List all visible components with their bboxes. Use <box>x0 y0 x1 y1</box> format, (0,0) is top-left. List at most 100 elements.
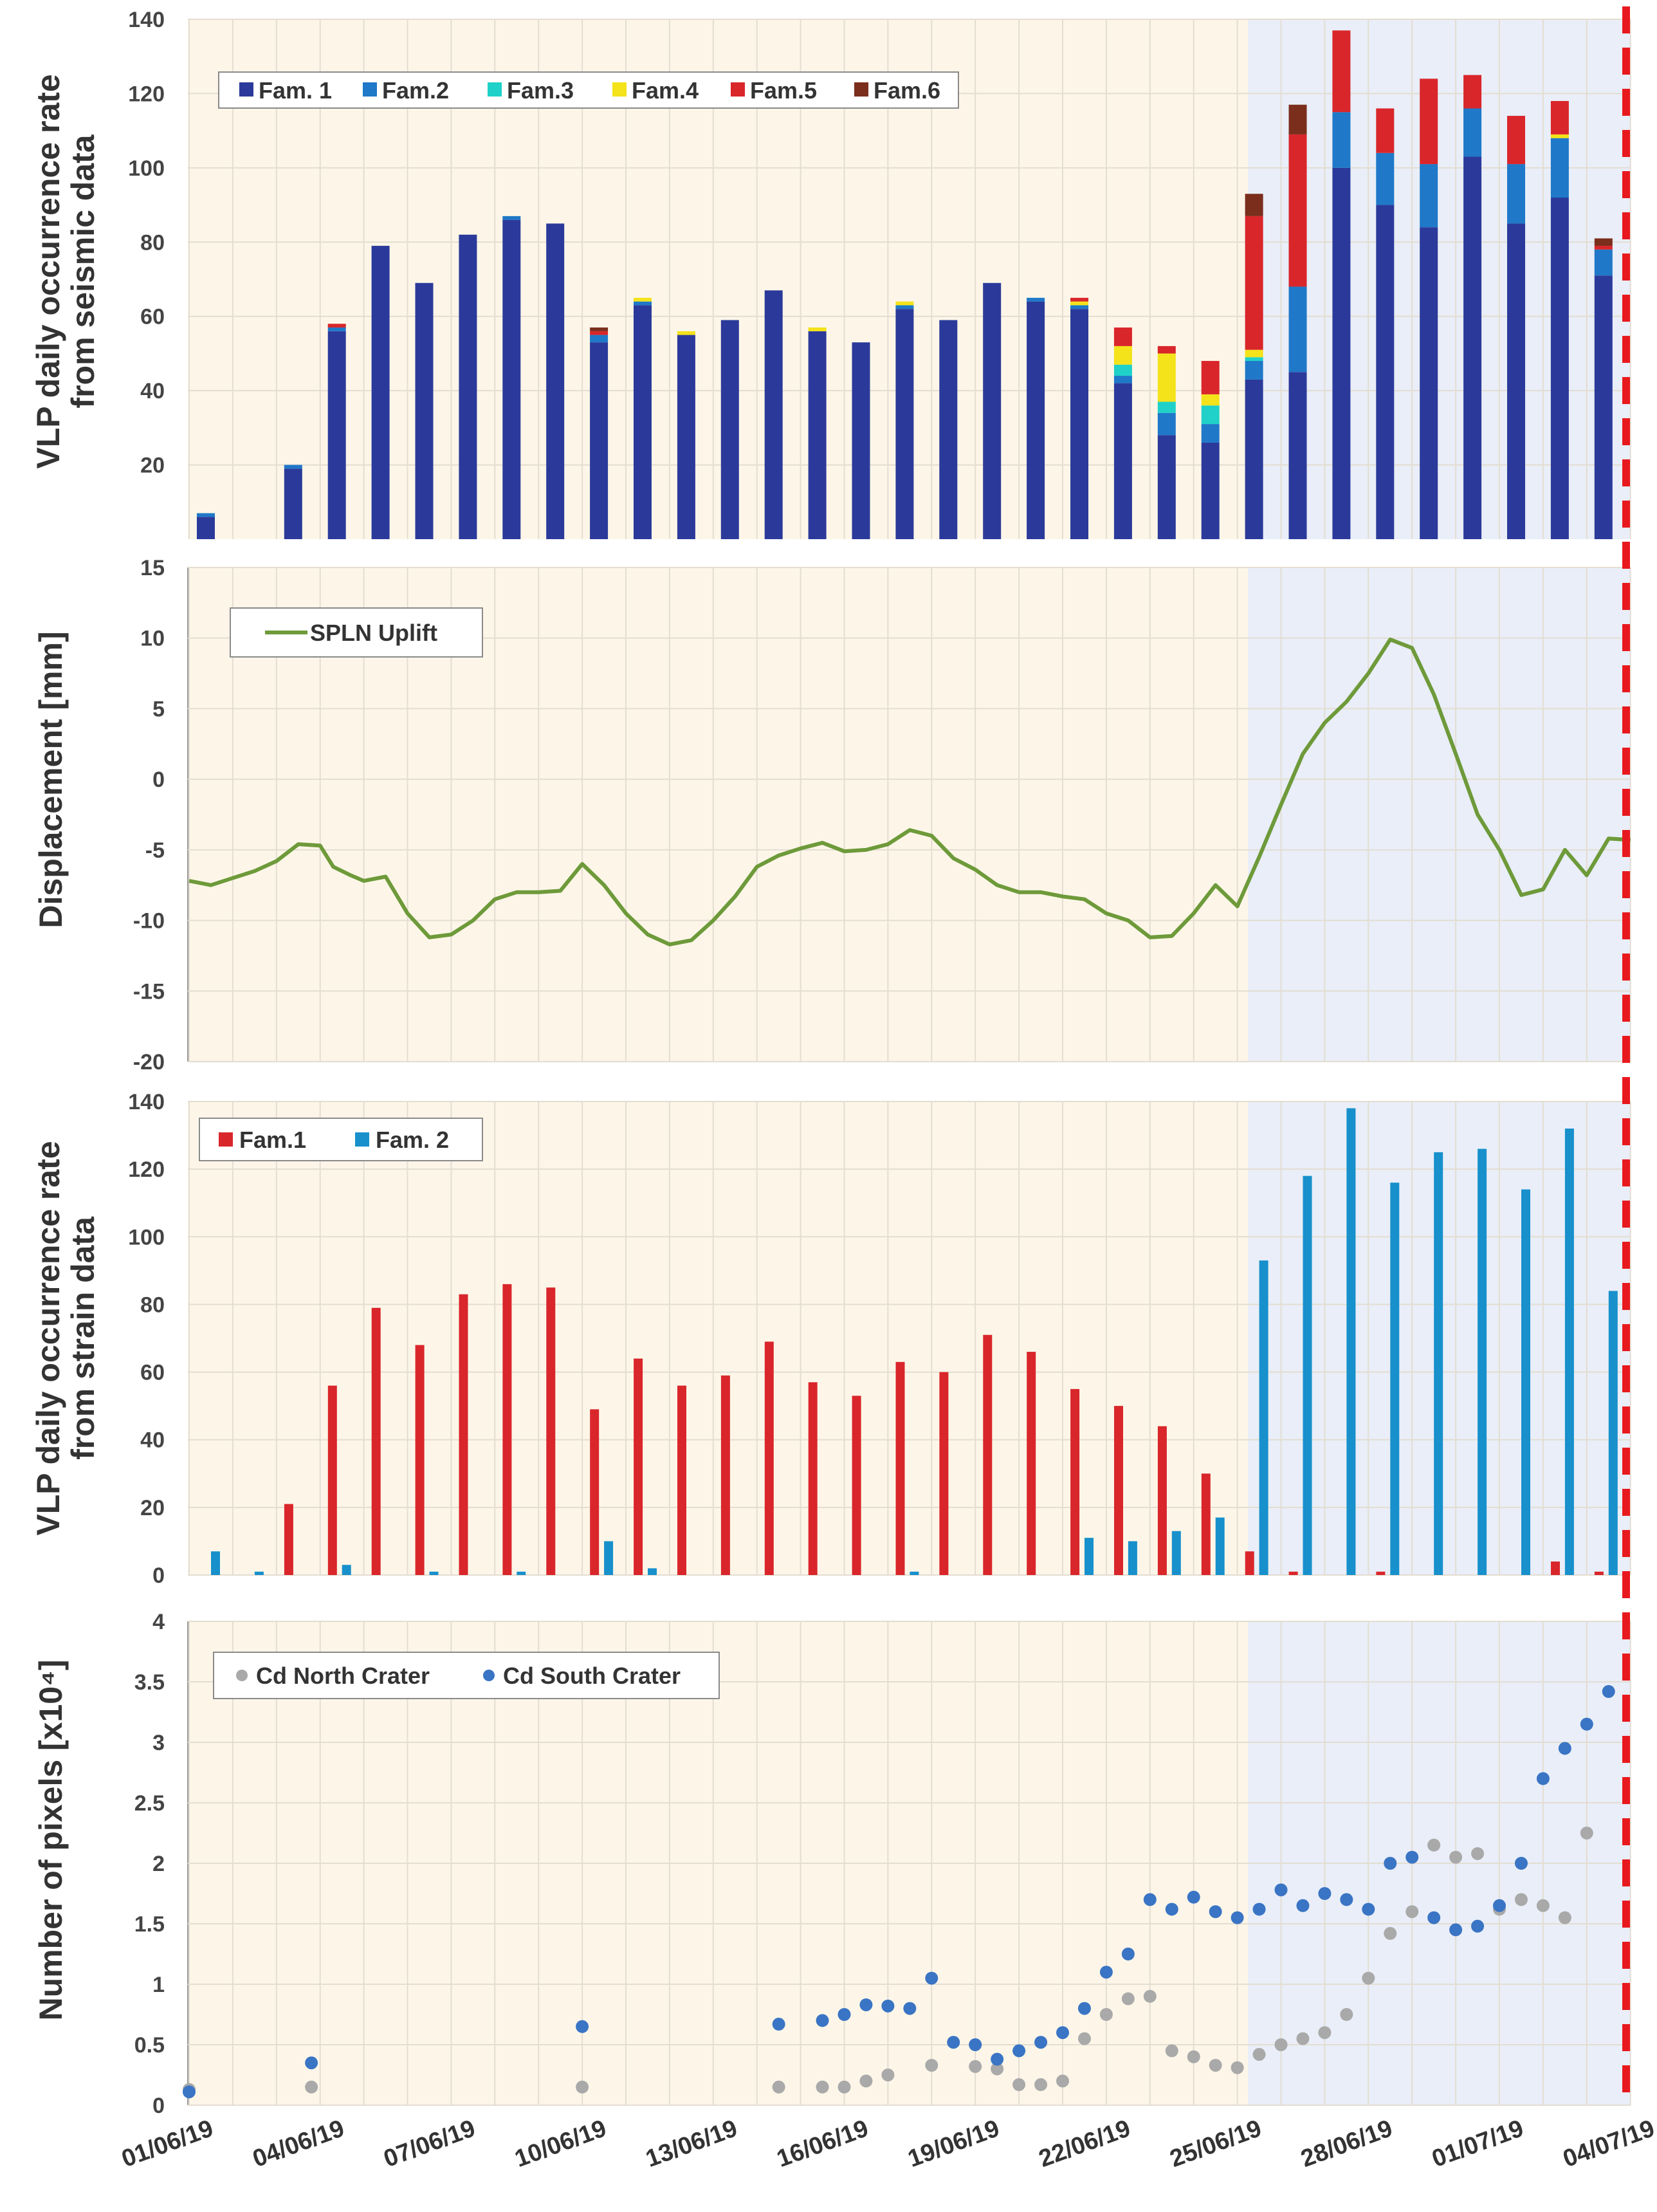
north-crater-point <box>1143 1989 1157 2003</box>
north-crater-point <box>1384 1927 1397 1940</box>
bar-fam6-day-25 <box>1245 194 1263 216</box>
north-crater-point <box>816 2080 829 2094</box>
strain-bar-2-day-31 <box>1521 1189 1530 1575</box>
bar-fam1-day-26 <box>1288 372 1307 539</box>
south-crater-point <box>1362 1903 1375 1916</box>
bar-fam1-day-20 <box>1027 301 1045 539</box>
strain-bar-1-day-20 <box>1070 1388 1080 1575</box>
south-crater-point <box>1558 1742 1571 1755</box>
strain-bar-2-day-1 <box>211 1551 220 1575</box>
panel4-points <box>183 1685 1615 2099</box>
bar-fam1-day-5 <box>371 246 390 539</box>
strain-bar-1-day-10 <box>634 1358 643 1575</box>
bar-fam1-day-3 <box>284 468 302 539</box>
legend-label-2: Fam.3 <box>507 77 574 104</box>
north-crater-point <box>1121 1992 1135 2005</box>
uplift-line <box>188 637 1631 946</box>
x-tick-label: 10/06/19 <box>511 2115 610 2173</box>
bar-fam1-day-28 <box>1376 205 1395 540</box>
south-crater-point <box>1012 2044 1026 2058</box>
y-tick-label: 10 <box>140 627 165 651</box>
strain-bar-1-day-7 <box>502 1284 512 1575</box>
bar-fam4-day-15 <box>808 327 827 331</box>
bar-fam5-day-26 <box>1288 134 1307 287</box>
panel1-legend-box <box>218 71 959 109</box>
bar-fam2-day-11 <box>634 301 652 306</box>
bar-fam2-day-27 <box>1332 112 1351 168</box>
strain-bar-1-day-11 <box>677 1385 686 1575</box>
bar-fam2-day-4 <box>327 327 346 331</box>
y-tick-label: 40 <box>140 379 165 403</box>
bar-fam5-day-24 <box>1201 360 1220 394</box>
bar-fam1-day-32 <box>1550 198 1569 539</box>
bar-fam1-day-23 <box>1157 435 1176 539</box>
north-crater-point <box>1514 1893 1528 1906</box>
bar-fam3-day-23 <box>1157 401 1176 413</box>
north-crater-point <box>1034 2078 1048 2092</box>
north-crater-point <box>1362 1971 1375 1985</box>
south-crater-point <box>1405 1850 1419 1864</box>
bar-fam1-day-10 <box>590 342 609 539</box>
legend-label-0: Fam. 1 <box>259 77 332 104</box>
bar-fam2-day-3 <box>284 465 302 469</box>
x-tick-label: 04/06/19 <box>249 2115 347 2173</box>
panel1-bars <box>197 30 1613 540</box>
x-tick-label: 04/07/19 <box>1559 2115 1657 2173</box>
panel4-legend-box <box>213 1652 720 1699</box>
strain-bar-1-day-12 <box>720 1375 730 1575</box>
bar-fam2-day-8 <box>502 216 521 220</box>
y-tick-label: 5 <box>152 697 165 721</box>
strain-bar-1-day-19 <box>1027 1352 1036 1575</box>
north-crater-point <box>1340 2008 1353 2021</box>
strain-bar-1-day-24 <box>1245 1551 1254 1575</box>
bar-fam2-day-29 <box>1420 164 1438 228</box>
north-crater-point <box>969 2060 982 2073</box>
bar-fam2-day-22 <box>1113 376 1132 383</box>
strain-bar-1-day-5 <box>415 1345 425 1575</box>
bar-fam4-day-11 <box>634 297 652 302</box>
phase2-background <box>1248 567 1631 1062</box>
north-crater-point <box>576 2080 589 2094</box>
bar-fam3-day-24 <box>1201 405 1220 425</box>
bar-fam1-day-14 <box>764 290 783 539</box>
bar-fam1-day-7 <box>459 234 477 539</box>
strain-bar-1-day-6 <box>459 1294 468 1575</box>
strain-bar-1-day-32 <box>1594 1571 1604 1575</box>
bar-fam3-day-22 <box>1113 364 1132 376</box>
y-tick-label: 80 <box>140 230 165 255</box>
north-crater-point <box>925 2058 938 2072</box>
strain-bar-1-day-22 <box>1157 1426 1167 1575</box>
south-crater-point <box>1384 1857 1397 1870</box>
strain-bar-2-day-26 <box>1303 1175 1312 1575</box>
bar-fam4-day-21 <box>1070 301 1088 306</box>
y-tick-label: 20 <box>140 1496 165 1520</box>
strain-bar-1-day-13 <box>764 1341 774 1575</box>
bar-fam2-day-21 <box>1070 305 1088 309</box>
strain-bar-2-day-6 <box>429 1571 439 1575</box>
bar-fam1-day-33 <box>1594 275 1613 539</box>
y-tick-label: 60 <box>140 1361 165 1385</box>
south-crater-point <box>1514 1857 1528 1870</box>
bar-fam1-day-6 <box>415 282 434 539</box>
north-crater-point <box>1405 1905 1419 1919</box>
bar-fam1-day-31 <box>1507 223 1525 539</box>
bar-fam4-day-32 <box>1550 134 1569 138</box>
bar-fam6-day-26 <box>1288 104 1307 134</box>
north-crater-point <box>859 2074 873 2088</box>
north-crater-point <box>1296 2032 1310 2045</box>
y-tick-label: 0 <box>152 2094 165 2118</box>
south-crater-point <box>1121 1948 1135 1960</box>
south-crater-point <box>1449 1923 1463 1937</box>
bar-fam1-day-27 <box>1332 167 1351 539</box>
south-crater-point <box>969 2038 982 2051</box>
x-tick-label: 16/06/19 <box>773 2115 872 2173</box>
panel1-y-label: VLP daily occurrence rate <box>30 74 66 468</box>
strain-legend-swatch-0 <box>219 1132 233 1147</box>
y-tick-label: 0 <box>152 1563 165 1588</box>
bar-fam5-day-10 <box>590 331 609 335</box>
strain-bar-1-day-8 <box>546 1287 556 1575</box>
south-crater-point <box>183 2085 196 2099</box>
panel4-y-ticks: 0 0.5 1 1.5 2 2.5 3 3.5 4 <box>134 1610 165 2118</box>
y-tick-label: 120 <box>128 1157 165 1182</box>
y-tick-label: 4 <box>152 1610 165 1634</box>
